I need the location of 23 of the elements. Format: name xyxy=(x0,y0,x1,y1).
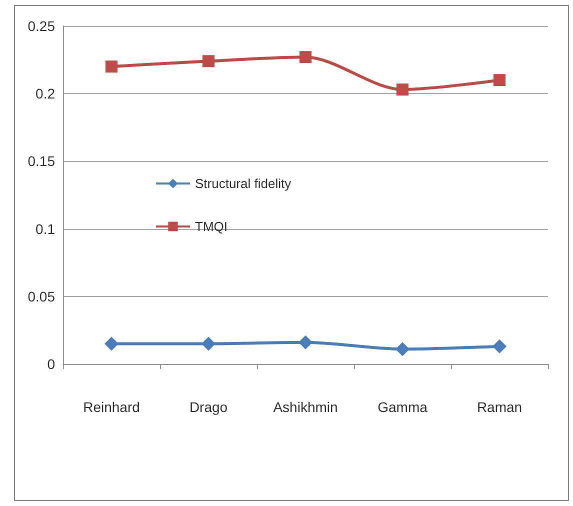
legend-label: Structural fidelity xyxy=(195,176,292,191)
point xyxy=(202,55,214,68)
y-tick-label: 0.25 xyxy=(28,18,56,34)
point xyxy=(202,336,216,351)
legend-label: TMQI xyxy=(195,219,228,234)
x-tick-label: Raman xyxy=(476,399,522,415)
x-tick-label: Drago xyxy=(189,399,228,415)
point xyxy=(106,60,118,73)
point xyxy=(396,84,408,96)
x-tick-label: Reinhard xyxy=(83,399,140,415)
point xyxy=(298,335,312,350)
point xyxy=(104,336,118,351)
point xyxy=(396,342,410,356)
x-tick-label: Ashikhmin xyxy=(273,399,338,415)
y-tick-label: 0.1 xyxy=(36,220,56,237)
point xyxy=(492,339,506,354)
y-tick-label: 0.2 xyxy=(36,86,56,102)
point xyxy=(300,51,312,64)
x-tick-label: Gamma xyxy=(378,399,428,415)
y-tick-label: 0.05 xyxy=(28,288,56,304)
y-tick-label: 0 xyxy=(47,356,56,372)
point xyxy=(494,74,506,86)
y-tick-label: 0.15 xyxy=(28,153,56,170)
